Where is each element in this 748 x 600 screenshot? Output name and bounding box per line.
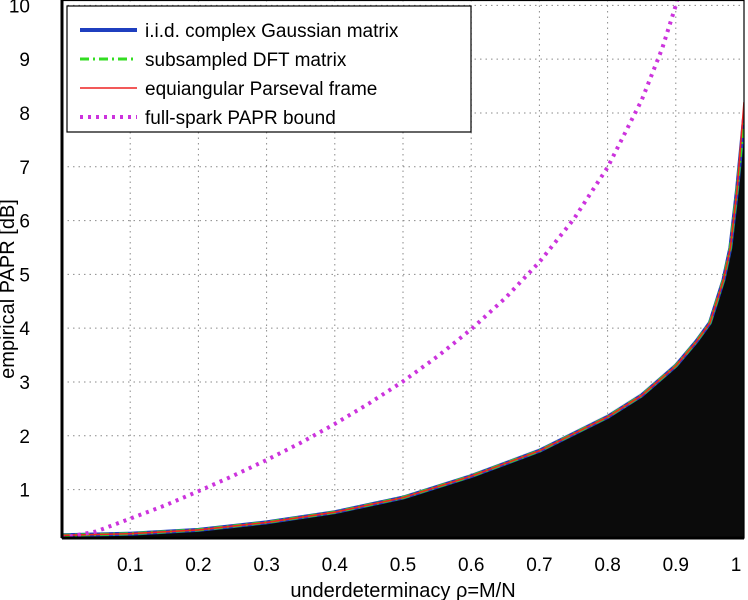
tick-labels: 0.1 0.2 0.3 0.4 0.5 0.6 0.7 0.8 0.9 1 1 2 3 4 5 6 7 8 9 10 <box>9 0 741 576</box>
y-tick-label: 4 <box>19 319 30 340</box>
series-full-spark-papr-bound <box>62 0 680 538</box>
x-tick-label: 0.2 <box>185 555 211 576</box>
y-tick-label: 9 <box>19 50 30 71</box>
x-tick-label: 1 <box>731 555 742 576</box>
y-tick-label: 6 <box>19 212 30 233</box>
axes-frame <box>60 0 745 540</box>
x-tick-label: 0.9 <box>663 555 689 576</box>
y-tick-label: 2 <box>19 427 30 448</box>
legend-label: full-spark PAPR bound <box>145 108 336 129</box>
y-tick-label: 1 <box>19 481 30 502</box>
legend-label: i.i.d. complex Gaussian matrix <box>145 21 399 42</box>
heatmap-band <box>62 118 744 538</box>
x-tick-label: 0.3 <box>253 555 279 576</box>
x-tick-label: 0.4 <box>322 555 349 576</box>
legend-label: equiangular Parseval frame <box>145 79 377 100</box>
x-tick-label: 0.6 <box>458 555 484 576</box>
y-tick-label: 7 <box>19 158 30 179</box>
x-axis-label: underdeterminacy ρ=M/N <box>290 580 515 600</box>
y-axis-label: empirical PAPR [dB] <box>0 199 19 379</box>
legend: i.i.d. complex Gaussian matrix subsampled… <box>66 5 472 133</box>
x-tick-label: 0.7 <box>526 555 552 576</box>
series-lines <box>62 0 744 538</box>
series-equiangular-parseval-frame <box>62 102 744 537</box>
y-tick-label: 8 <box>19 104 30 125</box>
x-tick-label: 0.5 <box>390 555 416 576</box>
y-tick-label: 5 <box>19 265 30 286</box>
x-tick-label: 0.1 <box>117 555 143 576</box>
legend-box <box>66 5 472 133</box>
y-tick-label: 3 <box>19 373 30 394</box>
legend-label: subsampled DFT matrix <box>145 50 347 71</box>
y-tick-label: 10 <box>9 0 30 17</box>
x-tick-label: 0.8 <box>594 555 620 576</box>
